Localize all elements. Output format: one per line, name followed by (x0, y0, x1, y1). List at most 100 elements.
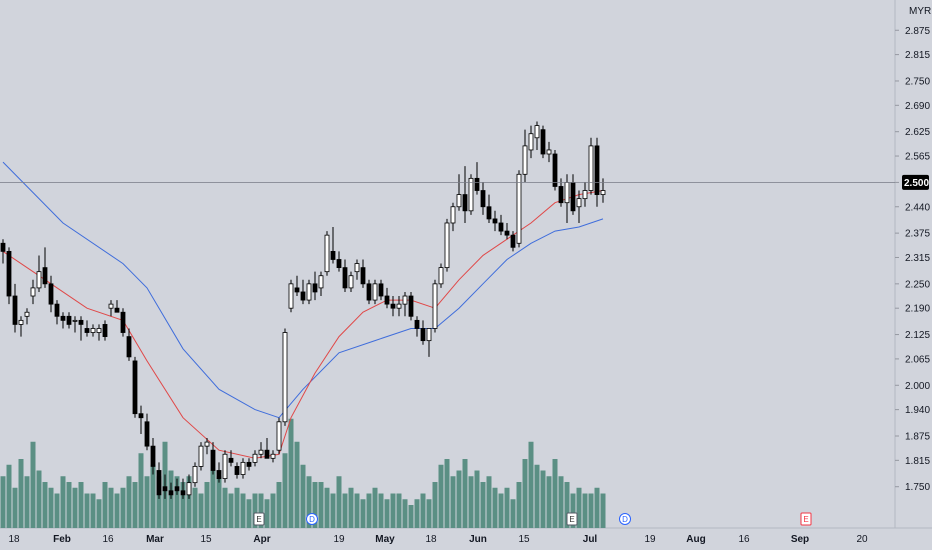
candlestick[interactable] (66, 312, 72, 329)
candlestick[interactable] (402, 291, 408, 317)
candlestick[interactable] (294, 275, 300, 297)
candlestick[interactable] (540, 125, 546, 159)
candlestick[interactable] (552, 149, 558, 191)
candlestick[interactable] (270, 450, 276, 463)
candlestick[interactable] (114, 300, 120, 313)
candlestick[interactable] (222, 450, 228, 483)
candlestick[interactable] (24, 308, 30, 325)
candlestick[interactable] (378, 279, 384, 301)
candlestick[interactable] (108, 300, 114, 317)
candlestick[interactable] (450, 202, 456, 232)
candlestick[interactable] (12, 283, 18, 333)
candlestick[interactable] (240, 458, 246, 479)
candlestick[interactable] (186, 474, 192, 499)
candlestick[interactable] (510, 231, 516, 252)
candlestick[interactable] (84, 320, 90, 337)
candlestick[interactable] (192, 462, 198, 487)
candlestick[interactable] (312, 271, 318, 301)
candlestick[interactable] (252, 450, 258, 467)
candlestick[interactable] (216, 462, 222, 483)
candlestick[interactable] (234, 462, 240, 479)
candlestick[interactable] (372, 279, 378, 305)
candlestick[interactable] (390, 296, 396, 317)
candlestick[interactable] (546, 141, 552, 163)
candlestick[interactable] (174, 478, 180, 495)
candlestick[interactable] (156, 462, 162, 499)
candlestick[interactable] (264, 438, 270, 459)
price-axis[interactable]: 2.875 2.815 2.750 2.690 2.625 2.565 2.440 2.375… (895, 26, 930, 493)
candlestick[interactable] (228, 450, 234, 467)
candlestick[interactable] (432, 279, 438, 333)
earnings-marker[interactable]: E (566, 512, 578, 526)
candlestick[interactable] (420, 320, 426, 345)
candlestick[interactable] (6, 247, 12, 305)
candlestick[interactable] (318, 271, 324, 297)
candlestick[interactable] (18, 316, 24, 337)
candlestick[interactable] (360, 259, 366, 288)
candlestick[interactable] (348, 271, 354, 292)
candlestick[interactable] (204, 438, 210, 455)
candlestick[interactable] (426, 328, 432, 357)
candlestick[interactable] (300, 279, 306, 305)
candlestick[interactable] (330, 227, 336, 264)
candlestick[interactable] (72, 316, 78, 333)
dividend-marker[interactable]: D (306, 513, 318, 525)
candlestick[interactable] (582, 182, 588, 207)
candlestick[interactable] (210, 442, 216, 475)
candlestick[interactable] (444, 218, 450, 272)
candlestick[interactable] (132, 356, 138, 418)
candlestick[interactable] (588, 137, 594, 195)
candlestick[interactable] (492, 210, 498, 232)
candlestick[interactable] (48, 275, 54, 313)
candlestick[interactable] (498, 214, 504, 236)
candlestick[interactable] (144, 413, 150, 451)
candlestick[interactable] (468, 174, 474, 215)
candlestick[interactable] (36, 255, 42, 292)
candlestick[interactable] (78, 316, 84, 341)
candlestick[interactable] (90, 324, 96, 337)
candlestick[interactable] (342, 259, 348, 292)
candlestick[interactable] (126, 328, 132, 361)
candlestick[interactable] (408, 291, 414, 321)
earnings-marker[interactable]: E (800, 512, 812, 526)
candlestick[interactable] (594, 137, 600, 207)
candlestick[interactable] (354, 259, 360, 280)
candlestick[interactable] (384, 287, 390, 309)
candlestick[interactable] (306, 279, 312, 305)
candlestick[interactable] (576, 190, 582, 223)
earnings-marker[interactable]: E (253, 512, 265, 526)
candlestick[interactable] (162, 474, 168, 499)
candlestick[interactable] (486, 194, 492, 223)
candlestick[interactable] (42, 247, 48, 288)
candlestick[interactable] (102, 320, 108, 341)
candlestick[interactable] (258, 442, 264, 459)
candlestick[interactable] (282, 328, 288, 426)
candlestick[interactable] (456, 174, 462, 211)
candlestick[interactable] (396, 296, 402, 317)
candlestick[interactable] (54, 300, 60, 325)
candlestick[interactable] (522, 129, 528, 183)
time-axis[interactable]: 18 Feb 16 Mar 15 Apr 19 May 18 Jun 15 Jul 19 Aug 16 Sep… (8, 534, 868, 545)
candlestick[interactable] (120, 308, 126, 337)
candlestick[interactable] (324, 231, 330, 276)
candlestick[interactable] (534, 121, 540, 150)
candlestick[interactable] (180, 478, 186, 499)
candlestick[interactable] (198, 442, 204, 471)
candlestick[interactable] (336, 251, 342, 272)
candlestick[interactable] (150, 438, 156, 475)
candlesticks[interactable] (0, 121, 606, 499)
candlestick[interactable] (366, 279, 372, 305)
candlestick[interactable] (138, 405, 144, 434)
dividend-marker[interactable]: D (619, 513, 631, 525)
candlestick[interactable] (516, 170, 522, 248)
candlestick[interactable] (60, 312, 66, 329)
candlestick[interactable] (558, 178, 564, 207)
candlestick[interactable] (0, 239, 6, 264)
candlestick[interactable] (288, 279, 294, 313)
candlestick[interactable] (414, 316, 420, 337)
candlestick[interactable] (276, 417, 282, 455)
candlestick[interactable] (168, 482, 174, 499)
